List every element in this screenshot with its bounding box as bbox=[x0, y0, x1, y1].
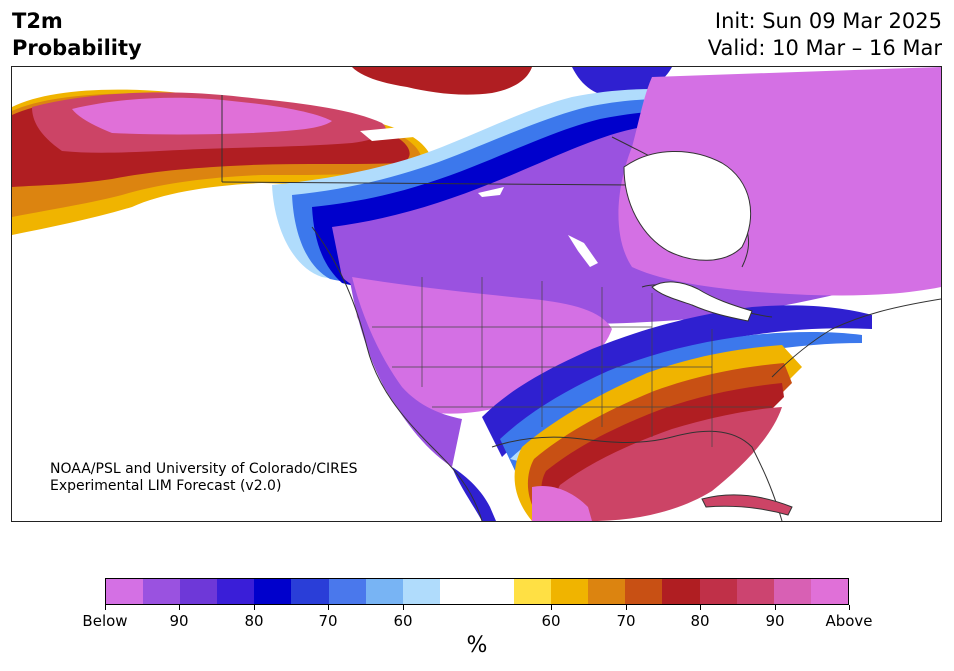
colorbar-segment bbox=[143, 579, 181, 604]
credit-line-2: Experimental LIM Forecast (v2.0) bbox=[50, 478, 282, 494]
colorbar-tick bbox=[849, 605, 850, 610]
colorbar-tick bbox=[775, 605, 776, 610]
lake-athabasca bbox=[478, 187, 504, 197]
great-lakes bbox=[651, 281, 753, 322]
probability-map: NOAA/PSL and University of Colorado/CIRE… bbox=[11, 66, 942, 522]
colorbar bbox=[105, 578, 849, 605]
title-line-1: T2m bbox=[12, 9, 63, 33]
state-lines bbox=[372, 277, 772, 447]
colorbar-tick bbox=[105, 605, 106, 610]
gulf-coastline bbox=[491, 430, 783, 521]
hudson-bay bbox=[623, 150, 752, 261]
colorbar-segment bbox=[662, 579, 700, 604]
title-line-2: Probability bbox=[12, 36, 142, 60]
colorbar-unit: % bbox=[466, 633, 488, 658]
init-date: Init: Sun 09 Mar 2025 bbox=[714, 9, 942, 33]
colorbar-segment bbox=[810, 579, 848, 604]
colorbar-tick bbox=[403, 605, 404, 610]
colorbar-tick-label: 90 bbox=[765, 612, 785, 630]
colorbar-segment bbox=[217, 579, 255, 604]
colorbar-segment bbox=[402, 579, 440, 604]
colorbar-tick bbox=[700, 605, 701, 610]
colorbar-segment bbox=[551, 579, 589, 604]
colorbar-tick-label: Below bbox=[82, 612, 128, 630]
baja-below bbox=[452, 467, 496, 521]
colorbar-tick-label: 90 bbox=[169, 612, 189, 630]
southeast-above-strong bbox=[556, 407, 782, 521]
colorbar-tick bbox=[551, 605, 552, 610]
colorbar-segment bbox=[773, 579, 811, 604]
arctic-above bbox=[352, 67, 532, 95]
colorbar-segment bbox=[514, 579, 552, 604]
colorbar-tick-label: Above bbox=[825, 612, 873, 630]
map-credit: NOAA/PSL and University of Colorado/CIRE… bbox=[50, 461, 358, 495]
colorbar-segment bbox=[625, 579, 663, 604]
colorbar-segment bbox=[736, 579, 774, 604]
colorbar-segment bbox=[588, 579, 626, 604]
colorbar-tick bbox=[254, 605, 255, 610]
colorbar-segment bbox=[254, 579, 292, 604]
colorbar-tick-label: 80 bbox=[690, 612, 710, 630]
lake-winnipeg bbox=[568, 235, 598, 267]
cuba bbox=[701, 494, 793, 516]
alaska-above-peak bbox=[72, 97, 332, 135]
forecast-dates: Init: Sun 09 Mar 2025 Valid: 10 Mar – 16… bbox=[708, 8, 942, 62]
credit-line-1: NOAA/PSL and University of Colorado/CIRE… bbox=[50, 461, 358, 477]
colorbar-tick-label: 70 bbox=[318, 612, 338, 630]
west-coastline bbox=[311, 226, 483, 521]
colorbar-segment bbox=[365, 579, 403, 604]
colorbar-segment bbox=[328, 579, 366, 604]
colorbar-segment bbox=[291, 579, 329, 604]
colorbar-segment bbox=[180, 579, 218, 604]
central-below-blue bbox=[500, 332, 862, 473]
colorbar-segment bbox=[699, 579, 737, 604]
valid-range: Valid: 10 Mar – 16 Mar bbox=[707, 36, 942, 60]
colorbar-tick bbox=[328, 605, 329, 610]
colorbar-tick bbox=[179, 605, 180, 610]
central-below-dark bbox=[482, 305, 872, 457]
colorbar-tick-label: 80 bbox=[244, 612, 264, 630]
mexico-above-peak bbox=[532, 485, 592, 521]
east-coastline bbox=[771, 298, 941, 378]
great-slave-lake bbox=[360, 125, 422, 141]
colorbar-segment bbox=[106, 579, 144, 604]
map-title: T2m Probability bbox=[12, 8, 142, 62]
west-coast-below bbox=[350, 277, 462, 467]
colorbar-tick bbox=[626, 605, 627, 610]
colorbar-tick-label: 70 bbox=[616, 612, 636, 630]
colorbar-segment bbox=[439, 579, 477, 604]
colorbar-tick-label: 60 bbox=[541, 612, 561, 630]
colorbar-tick-label: 60 bbox=[393, 612, 413, 630]
map-canvas bbox=[12, 67, 941, 521]
colorbar-segment bbox=[476, 579, 515, 604]
